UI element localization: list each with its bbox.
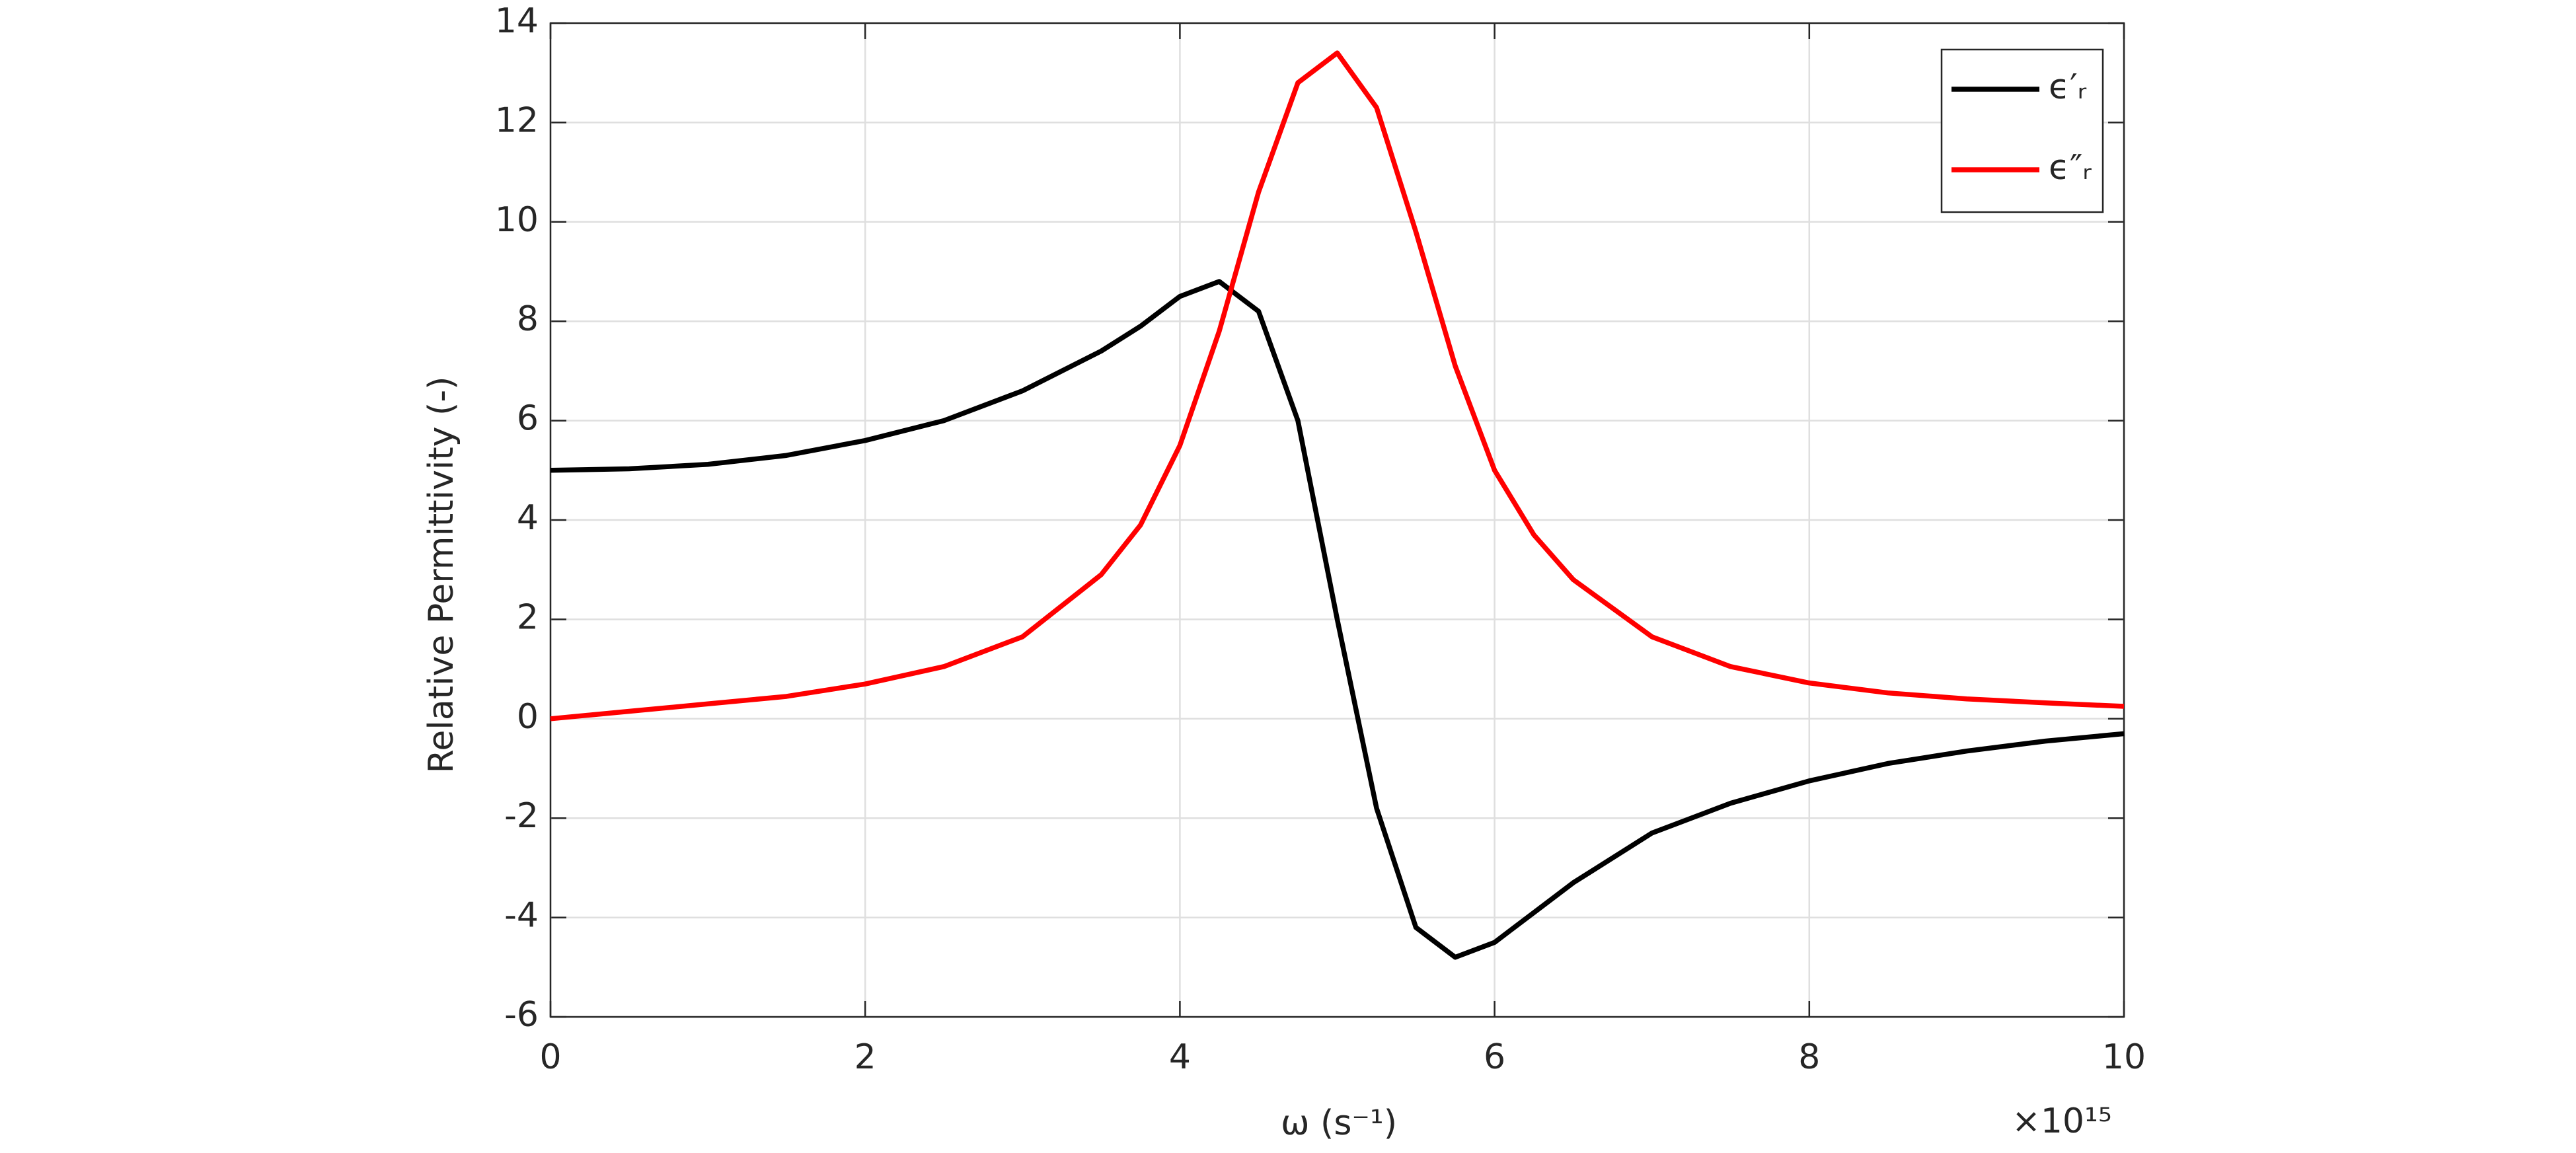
x-tick-label: 2 [854, 1037, 876, 1077]
legend-label: ϵ″ᵣ [2049, 148, 2092, 188]
x-tick-label: 8 [1798, 1037, 1820, 1077]
y-tick-label: -2 [504, 796, 539, 836]
y-tick-label: 10 [495, 200, 539, 240]
legend-label: ϵ′ᵣ [2049, 67, 2087, 107]
y-tick-label: -6 [504, 995, 539, 1035]
x-tick-label: 4 [1169, 1037, 1191, 1077]
y-tick-label: 8 [517, 299, 539, 339]
line-series [550, 50, 2125, 722]
line-series [550, 279, 2125, 960]
y-tick-label: 4 [517, 498, 539, 538]
legend-box [1940, 48, 2104, 213]
y-axis-label: Relative Permittivity (-) [422, 377, 461, 774]
y-tick-label: 2 [517, 597, 539, 637]
x-tick-label: 10 [2102, 1037, 2146, 1077]
y-tick-label: 0 [517, 697, 539, 737]
plot-frame [549, 22, 2125, 1018]
y-tick-label: -4 [504, 896, 539, 936]
y-tick-label: 6 [517, 399, 539, 439]
y-tick-label: 14 [495, 1, 539, 41]
x-tick-label: 0 [539, 1037, 561, 1077]
x-axis-label: ω (s⁻¹) [1281, 1103, 1397, 1143]
y-tick-label: 12 [495, 100, 539, 140]
x-tick-label: 6 [1484, 1037, 1505, 1077]
x-multiplier: ×10¹⁵ [2012, 1101, 2111, 1141]
